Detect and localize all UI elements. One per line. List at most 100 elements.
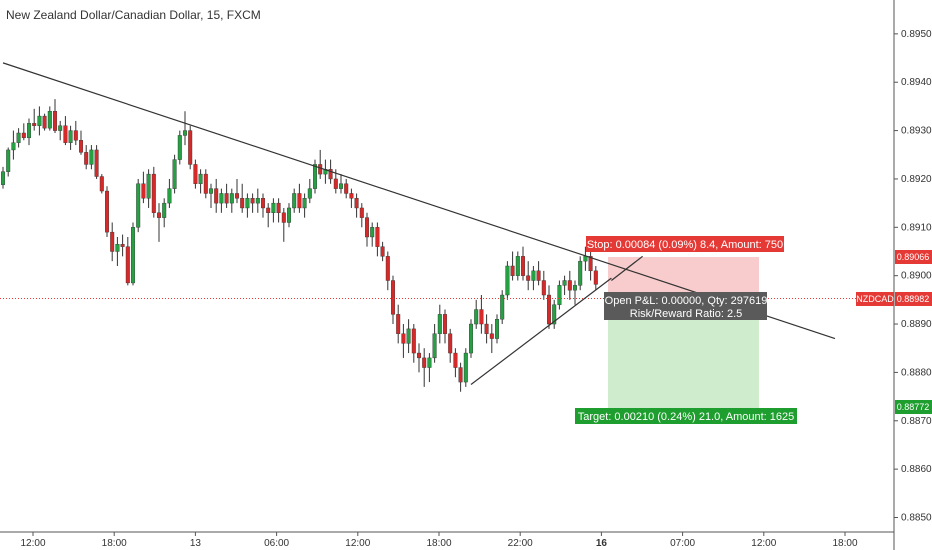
candle-body [240, 198, 245, 209]
trendline[interactable] [470, 277, 612, 385]
x-tick-label: 13 [190, 538, 202, 549]
candle-body [500, 294, 505, 320]
open-pl-text: Open P&L: 0.00000, Qty: 297619 [605, 295, 768, 307]
target-badge[interactable] [575, 408, 797, 424]
stop-zone[interactable] [608, 257, 759, 298]
candle-body [370, 227, 375, 238]
candle-body [562, 280, 567, 286]
candle-body [271, 202, 276, 214]
target-price-label [895, 400, 932, 414]
candle-body [32, 123, 37, 126]
candle-body [417, 352, 422, 359]
candle-body [203, 173, 208, 194]
x-tick-label: 12:00 [20, 538, 45, 549]
candle-body [396, 314, 401, 334]
candle-body [432, 333, 437, 359]
candle-body [110, 231, 115, 252]
x-tick-label: 06:00 [264, 538, 289, 549]
candle-body [318, 164, 323, 175]
candle-body [463, 352, 468, 383]
candle-body [58, 125, 63, 131]
candle-body [547, 294, 552, 325]
candle-body [458, 367, 463, 383]
candle-body [406, 328, 411, 344]
candle-body [557, 285, 562, 305]
candle-body [21, 132, 26, 139]
candle-body [229, 193, 234, 204]
candle-body [593, 270, 598, 285]
candles-group [1, 99, 598, 392]
x-axis-ticks: 12:00 18:00 13 06:00 12:00 18:00 22:00 16 07:00 1… [20, 532, 858, 549]
candle-body [188, 130, 193, 165]
candle-body [177, 135, 182, 160]
candle-body [255, 198, 260, 204]
trendline[interactable] [611, 255, 643, 281]
candle-body [156, 212, 161, 218]
candle-body [505, 265, 510, 296]
candle-body [453, 352, 458, 368]
candle-body [198, 173, 203, 184]
target-badge-text: Target: 0.00210 (0.24%) 21.0, Amount: 16… [578, 411, 794, 423]
candle-body [541, 280, 546, 296]
stop-price-label [895, 250, 932, 264]
candle-body [214, 188, 219, 204]
candle-body [573, 285, 578, 291]
candle-body [307, 188, 312, 199]
candle-body [6, 149, 11, 172]
candle-body [146, 173, 151, 199]
risk-reward-text: Risk/Reward Ratio: 2.5 [630, 308, 743, 320]
candle-body [141, 183, 146, 199]
candle-body [375, 227, 380, 247]
candle-body [443, 314, 448, 334]
candle-body [120, 244, 125, 247]
info-box[interactable] [604, 292, 767, 320]
candle-body [365, 217, 370, 238]
candle-body [266, 207, 271, 214]
candle-body [78, 140, 83, 153]
candle-body [411, 328, 416, 354]
x-tick-label: 07:00 [670, 538, 695, 549]
candle-body [162, 202, 167, 218]
candle-body [84, 152, 89, 165]
candle-body [552, 304, 557, 325]
candle-body [489, 333, 494, 339]
candle-body [354, 198, 359, 209]
candle-body [401, 333, 406, 344]
current-price-label [895, 292, 932, 306]
candle-body [47, 111, 52, 129]
candle-body [427, 357, 432, 368]
candle-body [27, 123, 32, 139]
candle-body [359, 207, 364, 218]
candle-body [89, 149, 94, 165]
candle-body [339, 183, 344, 189]
candle-body [313, 164, 318, 189]
candle-body [1, 171, 5, 185]
x-tick-label: 12:00 [345, 538, 370, 549]
current-price-text: 0.88982 [897, 294, 930, 304]
candle-body [125, 246, 130, 284]
candle-body [344, 183, 349, 194]
candle-body [495, 319, 500, 339]
candle-body [73, 130, 78, 141]
candle-body [281, 212, 286, 223]
stop-badge[interactable] [586, 236, 784, 252]
candle-body [68, 130, 73, 143]
candle-body [474, 309, 479, 325]
candle-body [94, 149, 99, 177]
candle-body [37, 115, 42, 126]
x-tick-label: 12:00 [751, 538, 776, 549]
candle-body [167, 188, 172, 204]
candle-body [99, 176, 104, 192]
candle-body [328, 169, 333, 180]
candle-body [526, 275, 531, 281]
candle-body [422, 357, 427, 368]
candle-body [588, 256, 593, 272]
